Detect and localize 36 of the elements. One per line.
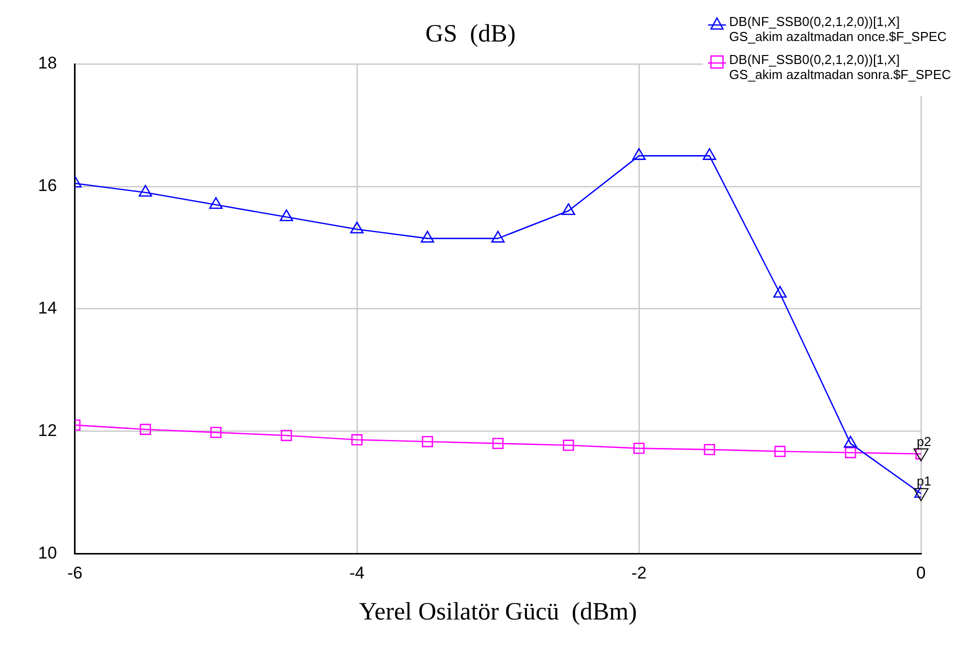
annotation: p1 xyxy=(916,474,932,489)
point xyxy=(702,148,716,160)
x-axis-title: Yerel Osilatör Gücü (dBm) xyxy=(358,598,637,626)
y-tick-label: 16 xyxy=(38,176,57,196)
point xyxy=(562,440,574,451)
x-tick-label: -2 xyxy=(631,563,647,582)
annotation: p2 xyxy=(916,434,932,449)
point xyxy=(351,434,363,446)
point xyxy=(491,230,505,243)
point xyxy=(844,447,856,458)
point xyxy=(140,424,152,435)
point xyxy=(774,446,786,457)
y-tick-label: 12 xyxy=(38,420,57,440)
x-tick-label: -4 xyxy=(349,563,364,582)
legend-label: DB(NF_SSB0(0,2,1,2,0))[1,X] GS_akim azaltmadan once.$F_SPEC xyxy=(729,14,947,44)
point xyxy=(704,444,716,456)
y-tick-label: 10 xyxy=(38,543,57,562)
point xyxy=(138,184,152,197)
point xyxy=(210,426,222,438)
point xyxy=(280,209,294,222)
x-tick-label: 0 xyxy=(916,563,926,582)
point xyxy=(492,438,504,450)
point xyxy=(209,197,223,209)
legend-label: DB(NF_SSB0(0,2,1,2,0))[1,X] GS_akim azaltmadan sonra.$F_SPEC xyxy=(729,52,951,82)
point xyxy=(773,286,787,298)
point xyxy=(420,230,434,243)
point xyxy=(562,203,576,216)
point xyxy=(633,442,645,454)
point xyxy=(350,222,364,234)
chart-title: GS (dB) xyxy=(425,20,516,48)
point xyxy=(280,430,292,442)
y-tick-label: 14 xyxy=(38,298,57,318)
y-tick-label: 18 xyxy=(38,54,57,73)
x-tick-label: -6 xyxy=(67,563,82,582)
point xyxy=(422,436,434,448)
point xyxy=(632,148,646,160)
